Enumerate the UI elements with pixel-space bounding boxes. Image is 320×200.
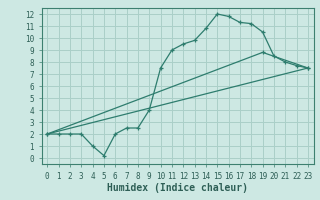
- X-axis label: Humidex (Indice chaleur): Humidex (Indice chaleur): [107, 183, 248, 193]
